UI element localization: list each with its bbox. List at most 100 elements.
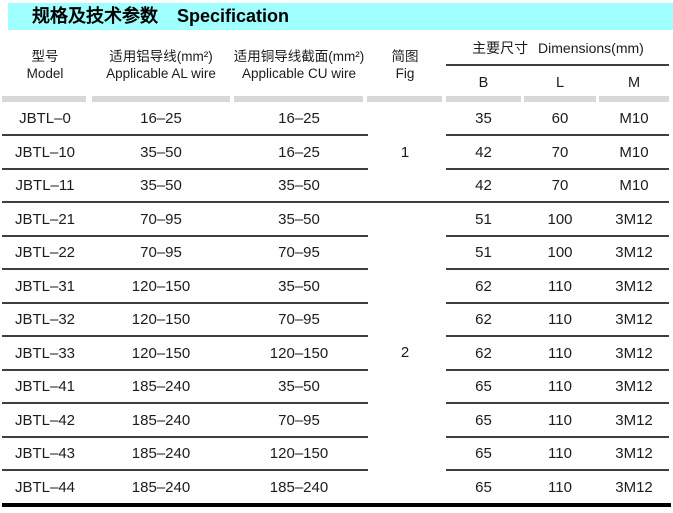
cell-dim-l: 70 [551,144,569,161]
cell-dim-b: 62 [475,311,492,328]
cell-dim-m: M10 [619,177,649,194]
header-band-b [446,96,521,102]
cell-dim-b: 62 [475,278,492,295]
cell-cu-wire: 35–50 [278,378,320,395]
cell-model: JBTL–10 [14,144,76,161]
header-cu-zh: 适用铜导线截面(mm²) [233,49,365,64]
header-cu-wire: 适用铜导线截面(mm²) Applicable CU wire [226,49,372,82]
header-fig-en: Fig [395,65,415,81]
cell-dim-b: 51 [475,244,492,261]
cell-dim-l: 110 [548,412,572,429]
header-band-m [599,96,669,102]
header-band-model [2,96,86,102]
header-col-l: L [555,75,565,91]
cell-dim-l: 110 [548,278,572,295]
table-row: JBTL–0 16–25 16–25 35 60 M10 [0,102,673,136]
cell-dim-m: 3M12 [615,378,653,395]
header-model-en: Model [26,65,64,81]
cell-dim-l: 110 [548,479,572,496]
table-row: JBTL–43 185–240 120–150 65 110 3M12 [0,437,673,471]
header-col-m: M [627,75,641,91]
cell-dim-m: 3M12 [615,244,653,261]
header-al-zh: 适用铝导线(mm²) [109,49,213,64]
cell-al-wire: 185–240 [131,412,191,429]
table-row: JBTL–22 70–95 70–95 51 100 3M12 [0,236,673,270]
header-dims-en: Dimensions(mm) [538,40,644,56]
cell-al-wire: 185–240 [131,479,191,496]
cell-model: JBTL–42 [14,412,76,429]
cell-model: JBTL–33 [14,345,76,362]
cell-dim-m: 3M12 [615,479,653,496]
cell-cu-wire: 35–50 [278,211,320,228]
cell-al-wire: 16–25 [140,110,182,127]
cell-model: JBTL–21 [14,211,76,228]
table-row: JBTL–33 120–150 120–150 62 110 3M12 [0,337,673,371]
cell-al-wire: 35–50 [140,177,182,194]
cell-dim-b: 42 [475,144,492,161]
cell-cu-wire: 16–25 [278,144,320,161]
header-al-en: Applicable AL wire [106,65,216,81]
cell-dim-l: 100 [547,211,573,228]
header-model: 型号 Model [0,49,90,82]
title-zh: 规格及技术参数 [32,6,158,26]
title-bar: 规格及技术参数 Specification [8,3,673,30]
cell-al-wire: 35–50 [140,144,182,161]
header-al-wire: 适用铝导线(mm²) Applicable AL wire [90,49,232,82]
cell-dim-m: 3M12 [615,412,653,429]
cell-al-wire: 185–240 [131,445,191,462]
cell-dim-m: 3M12 [615,278,653,295]
cell-dim-l: 110 [548,378,572,395]
header-band-fig [367,96,442,102]
table-row: JBTL–21 70–95 35–50 51 100 3M12 [0,203,673,237]
cell-cu-wire: 120–150 [269,345,329,362]
table-bottom-rule [2,503,671,507]
table-row: JBTL–32 120–150 70–95 62 110 3M12 [0,303,673,337]
cell-dim-b: 35 [475,110,492,127]
cell-dim-l: 100 [547,244,573,261]
cell-model: JBTL–32 [14,311,76,328]
header-cu-en: Applicable CU wire [241,65,357,81]
cell-dim-b: 65 [475,479,492,496]
cell-model: JBTL–22 [14,244,76,261]
table-row: JBTL–44 185–240 185–240 65 110 3M12 [0,471,673,505]
title-en: Specification [177,6,290,26]
cell-al-wire: 185–240 [131,378,191,395]
cell-al-wire: 120–150 [131,345,191,362]
header-model-zh: 型号 [31,49,59,64]
table-row: JBTL–11 35–50 35–50 42 70 M10 [0,169,673,203]
header-dims-zh: 主要尺寸 [472,40,529,56]
cell-model: JBTL–41 [14,378,76,395]
header-col-b: B [478,75,489,91]
cell-cu-wire: 120–150 [269,445,329,462]
dimensions-underline [446,64,669,66]
table-row: JBTL–42 185–240 70–95 65 110 3M12 [0,404,673,438]
cell-al-wire: 120–150 [131,278,191,295]
cell-dim-b: 65 [475,445,492,462]
cell-dim-l: 70 [551,177,569,194]
header-band-cu [234,96,363,102]
cell-model: JBTL–31 [14,278,76,295]
table-row: JBTL–41 185–240 35–50 65 110 3M12 [0,370,673,404]
cell-cu-wire: 35–50 [278,278,320,295]
cell-cu-wire: 185–240 [269,479,329,496]
cell-al-wire: 70–95 [140,211,182,228]
fig-group-1-value: 1 [400,144,410,161]
cell-dim-m: M10 [619,110,649,127]
cell-dim-m: M10 [619,144,649,161]
cell-cu-wire: 70–95 [278,244,320,261]
cell-model: JBTL–0 [19,110,71,127]
header-band-al [92,96,230,102]
cell-model: JBTL–11 [15,177,75,194]
cell-dim-l: 60 [551,110,569,127]
cell-dim-l: 110 [548,311,572,328]
header-dimensions: 主要尺寸 Dimensions(mm) [446,38,670,58]
cell-model: JBTL–43 [14,445,76,462]
table-row: JBTL–31 120–150 35–50 62 110 3M12 [0,270,673,304]
cell-dim-m: 3M12 [615,211,653,228]
cell-cu-wire: 70–95 [278,311,320,328]
cell-dim-l: 110 [548,345,572,362]
header-band-l [524,96,596,102]
cell-cu-wire: 70–95 [278,412,320,429]
cell-dim-b: 51 [475,211,492,228]
fig-group-2-value: 2 [400,344,410,361]
